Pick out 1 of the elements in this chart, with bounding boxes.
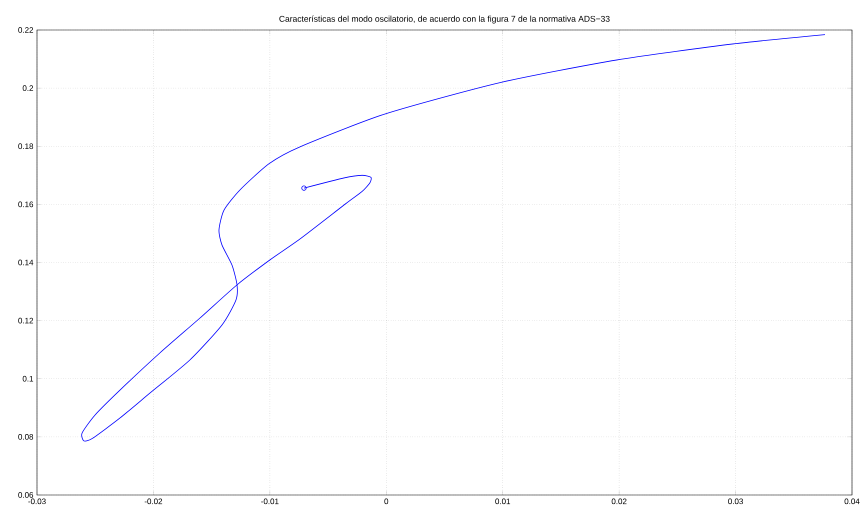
chart-title: Características del modo oscilatorio, de acuerdo con la figura 7 de la normativa ADS−33 (279, 16, 610, 24)
